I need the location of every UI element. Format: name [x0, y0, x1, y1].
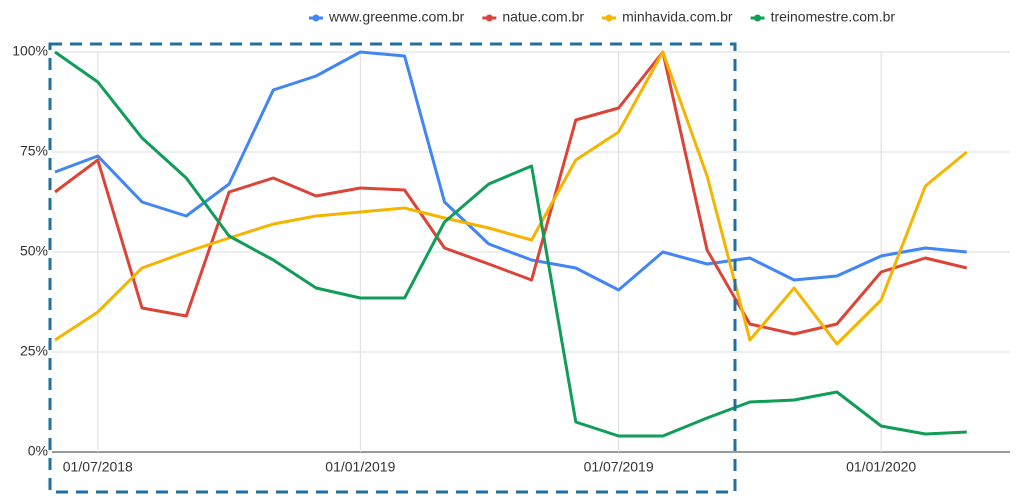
legend-item: minhavida.com.br: [602, 9, 733, 25]
legend-label: minhavida.com.br: [622, 9, 733, 25]
y-tick-label: 75%: [20, 143, 48, 159]
series-line: [54, 50, 968, 346]
series-line: [54, 50, 968, 336]
labels: 0% 25% 50% 75% 100% 01/07/2018 01/01/2019 01/07…: [12, 43, 916, 475]
x-tick-label: 01/07/2018: [63, 459, 133, 475]
legend-item: natue.com.br: [482, 9, 584, 25]
y-tick-label: 50%: [20, 243, 48, 259]
x-tick-label: 01/07/2019: [584, 459, 654, 475]
y-tick-label: 100%: [12, 43, 48, 59]
x-tick-label: 01/01/2020: [846, 459, 916, 475]
series-line: [54, 50, 967, 438]
legend-label: natue.com.br: [502, 9, 584, 25]
legend-item: treinomestre.com.br: [750, 9, 896, 25]
legend-dot: [754, 14, 762, 22]
y-tick-label: 0%: [28, 443, 48, 459]
legend-item: www.greenme.com.br: [308, 9, 465, 25]
series-line: [54, 50, 967, 292]
grid: [52, 51, 1010, 453]
lines: [54, 50, 968, 438]
legend-label: treinomestre.com.br: [771, 9, 896, 25]
y-tick-label: 25%: [20, 343, 48, 359]
legend-dot: [485, 14, 493, 22]
legend: www.greenme.com.br natue.com.br minhavida.…: [308, 9, 896, 25]
x-tick-label: 01/01/2019: [325, 459, 395, 475]
highlight-box: [48, 42, 737, 494]
legend-label: www.greenme.com.br: [328, 9, 465, 25]
legend-dot: [312, 14, 320, 22]
legend-dot: [605, 14, 613, 22]
